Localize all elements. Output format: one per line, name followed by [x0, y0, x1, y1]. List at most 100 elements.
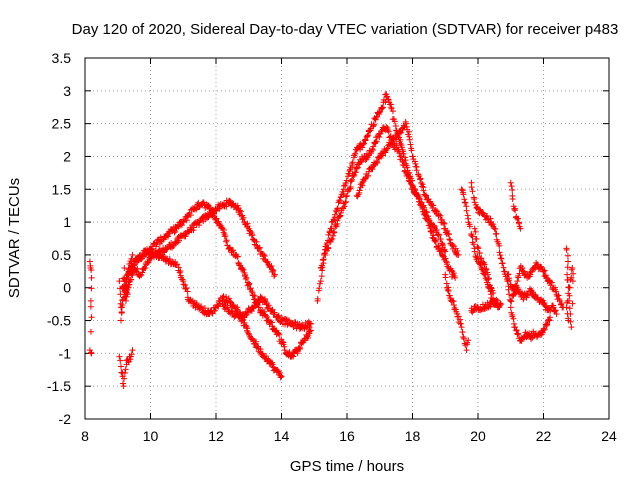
data-point [433, 226, 440, 233]
data-point [275, 312, 282, 319]
data-point [230, 247, 237, 254]
data-point [271, 309, 278, 316]
data-point [497, 252, 504, 259]
data-point [88, 285, 95, 292]
data-point [432, 207, 439, 214]
data-point [442, 255, 449, 262]
data-point [420, 184, 427, 191]
data-point [352, 150, 359, 157]
data-point [515, 330, 522, 337]
data-point [116, 353, 123, 360]
data-point [337, 194, 344, 201]
data-point [553, 310, 560, 317]
data-point [509, 195, 516, 202]
data-point [507, 179, 514, 186]
data-point [88, 314, 95, 321]
data-point [387, 141, 394, 148]
data-point [442, 248, 449, 255]
data-point [499, 260, 506, 267]
data-point [261, 308, 268, 315]
data-point [400, 150, 407, 157]
data-point [263, 353, 270, 360]
data-point [563, 299, 570, 306]
data-point [384, 145, 391, 152]
data-point [176, 269, 183, 276]
data-point [331, 217, 338, 224]
y-tick-label: 3.5 [52, 50, 72, 66]
data-point [257, 346, 264, 353]
data-point [398, 144, 405, 151]
data-point [223, 238, 230, 245]
data-point [334, 205, 341, 212]
data-point [565, 290, 572, 297]
data-point [117, 357, 124, 364]
data-point [547, 314, 554, 321]
x-axis-label: GPS time / hours [290, 458, 404, 475]
data-point [228, 307, 235, 314]
data-point [219, 225, 226, 232]
data-point [349, 159, 356, 166]
data-point [129, 251, 136, 258]
data-point [414, 191, 421, 198]
data-point [268, 262, 275, 269]
data-point [239, 266, 246, 273]
data-point [348, 178, 355, 185]
data-point [317, 278, 324, 285]
data-point [423, 209, 430, 216]
data-point [242, 271, 249, 278]
data-point [508, 298, 515, 305]
data-point [473, 235, 480, 242]
data-point [121, 265, 128, 272]
x-tick-label: 20 [470, 428, 486, 444]
data-point [514, 284, 521, 291]
data-point [435, 231, 442, 238]
x-tick-label: 12 [208, 428, 224, 444]
y-tick-label: 0.5 [52, 247, 72, 263]
data-point [463, 347, 470, 354]
data-point [444, 227, 451, 234]
data-point [555, 292, 562, 299]
data-point [389, 108, 396, 115]
data-point [281, 347, 288, 354]
data-point [419, 204, 426, 211]
data-point [298, 322, 305, 329]
data-point [430, 202, 437, 209]
data-point [265, 302, 272, 309]
data-point [494, 297, 501, 304]
data-point [264, 304, 271, 311]
y-tick-label: 2 [63, 148, 71, 164]
data-point [528, 335, 535, 342]
data-point [264, 313, 271, 320]
y-tick-label: 1.5 [52, 181, 72, 197]
data-point [353, 165, 360, 172]
data-point [524, 274, 531, 281]
data-point [515, 274, 522, 281]
data-point [236, 207, 243, 214]
data-point [567, 276, 574, 283]
data-point [450, 301, 457, 308]
data-point [568, 324, 575, 331]
data-point [383, 123, 390, 130]
data-point [541, 267, 548, 274]
data-point [564, 271, 571, 278]
data-point [279, 338, 286, 345]
data-point [174, 261, 181, 268]
data-point [249, 335, 256, 342]
data-point [541, 326, 548, 333]
data-point [118, 363, 125, 370]
data-point [510, 315, 517, 322]
data-point [528, 268, 535, 275]
data-point [468, 232, 475, 239]
data-point [405, 173, 412, 180]
data-point [512, 324, 519, 331]
data-point [243, 274, 250, 281]
y-axis-label: SDTVAR / TECUs [6, 178, 23, 298]
data-point [565, 284, 572, 291]
data-point [385, 128, 392, 135]
data-point [435, 211, 442, 218]
data-point [463, 207, 470, 214]
x-tick-label: 16 [339, 428, 355, 444]
data-point [490, 289, 497, 296]
data-point [374, 159, 381, 166]
